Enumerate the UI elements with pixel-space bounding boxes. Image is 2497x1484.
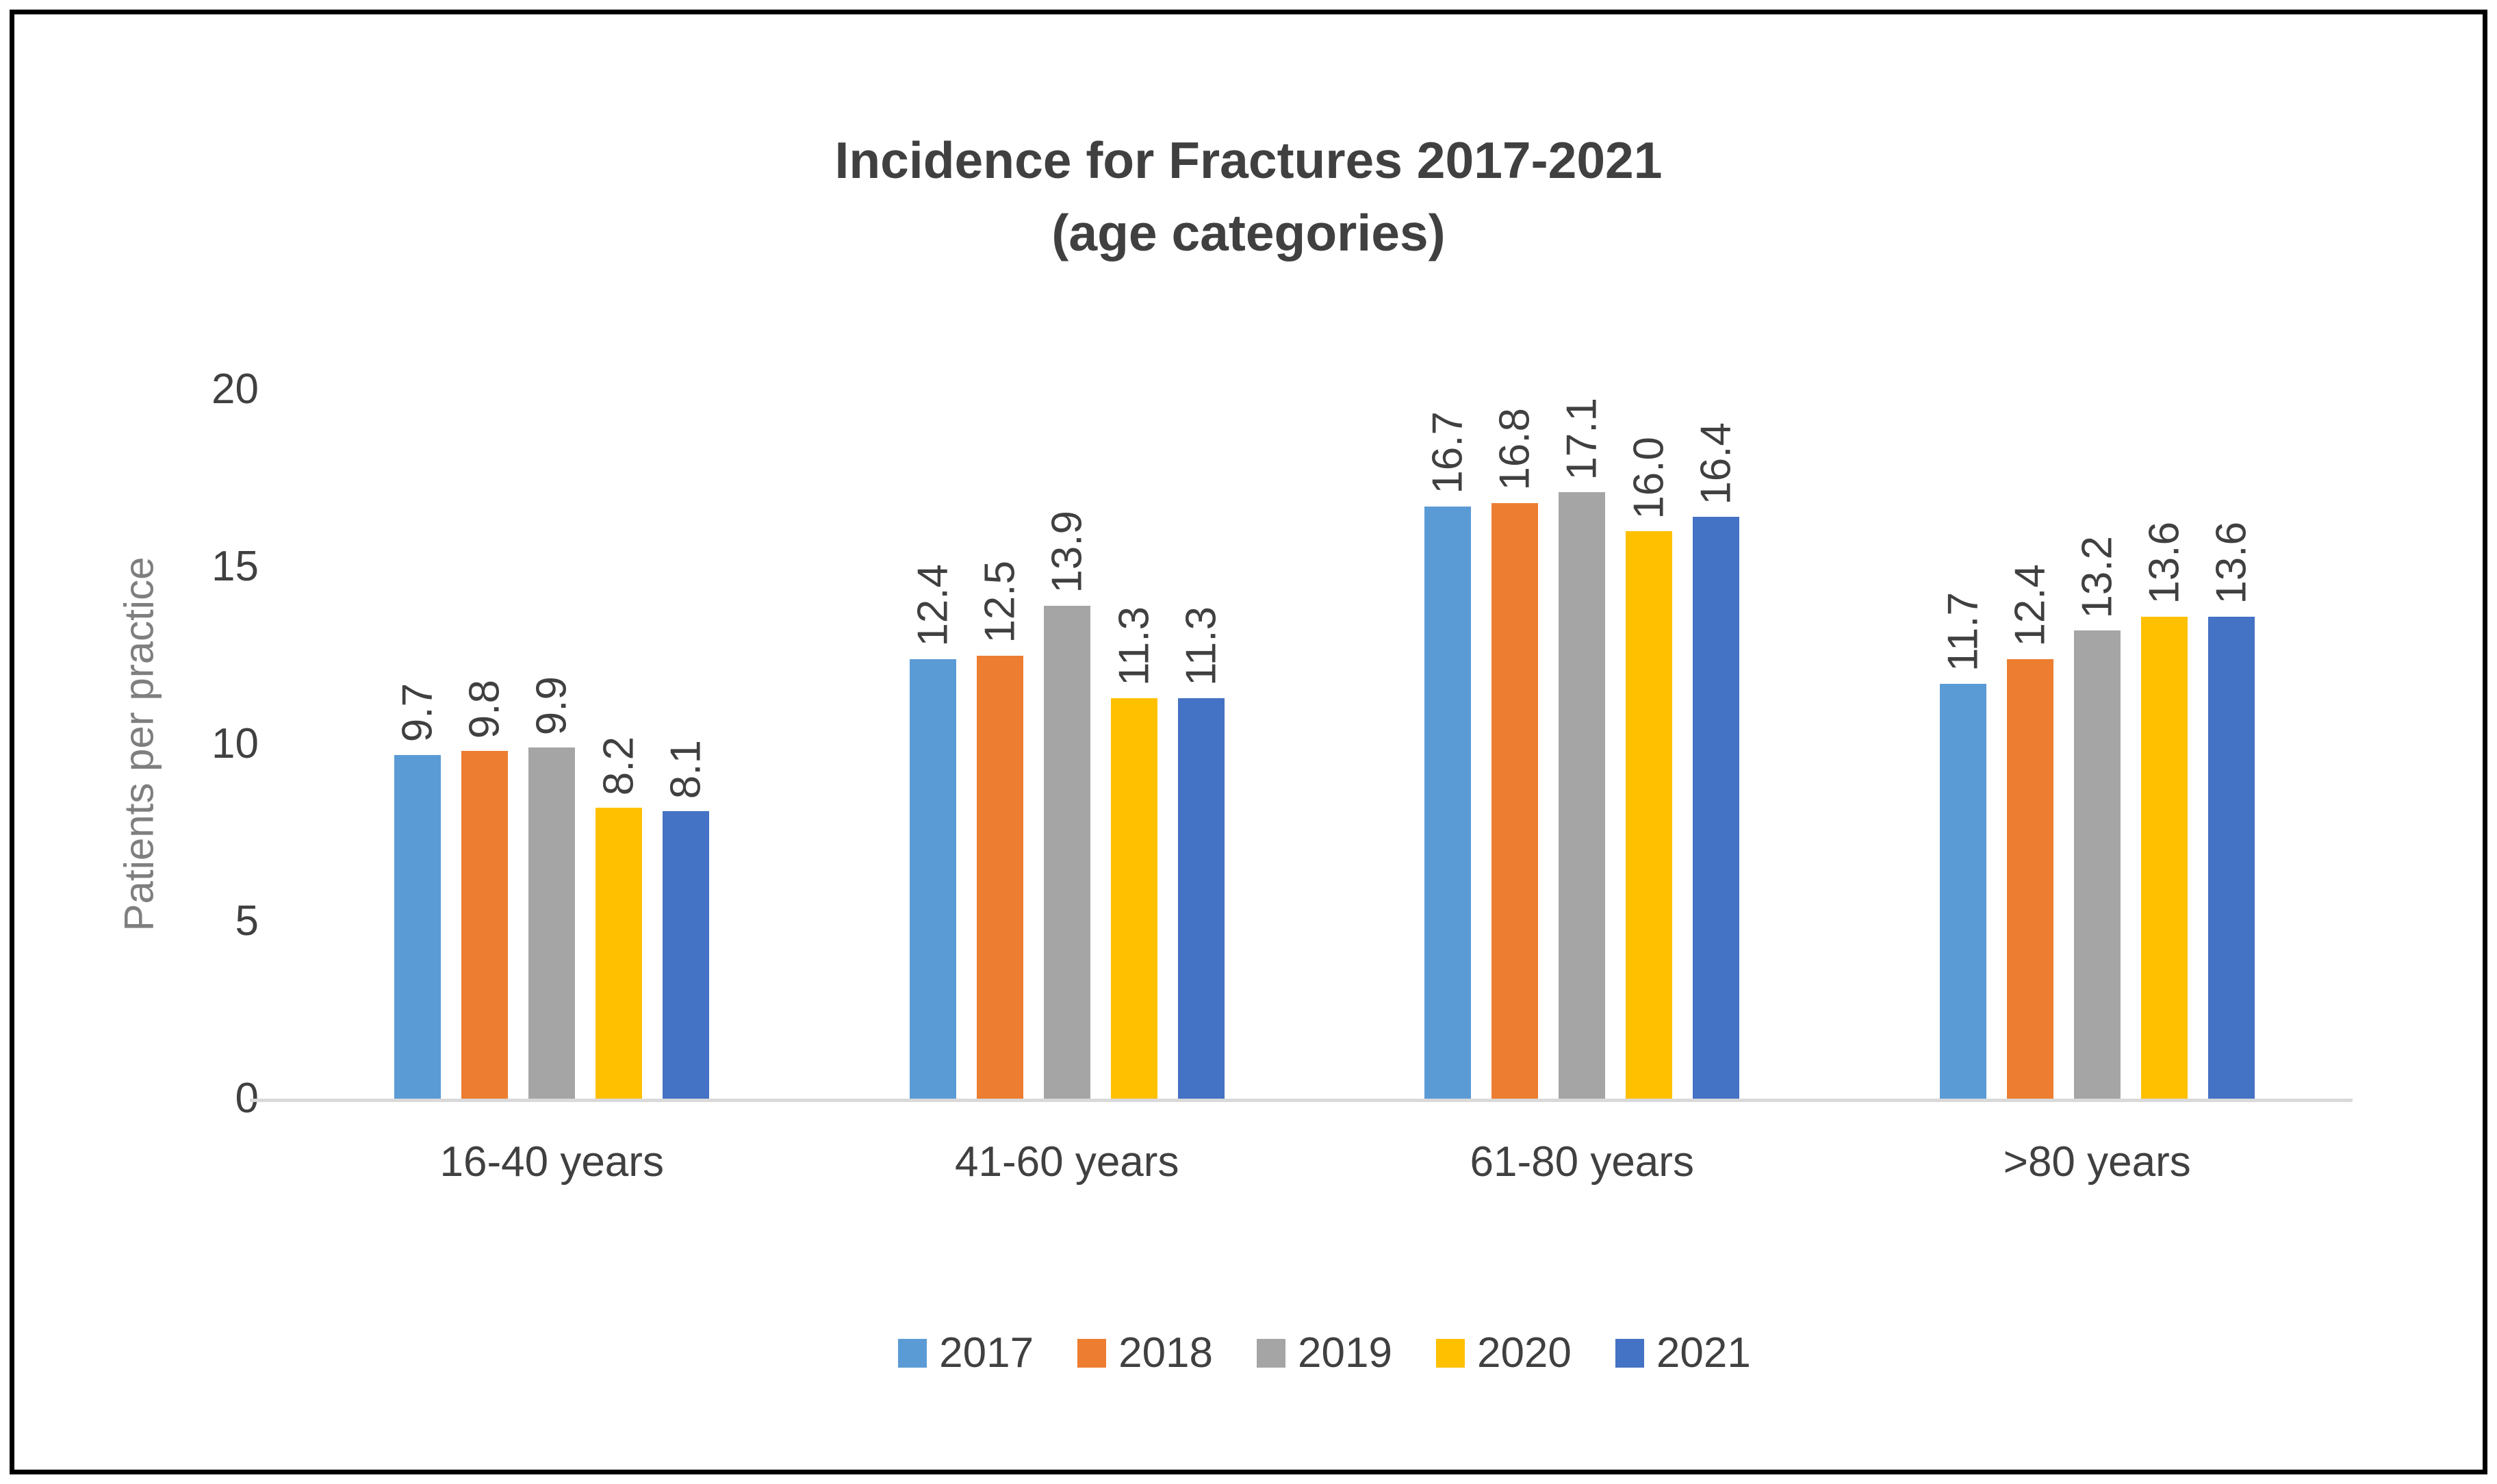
legend-swatch-icon	[1435, 1338, 1465, 1368]
bar-value-label: 11.3	[1110, 606, 1158, 686]
legend-label: 2018	[1118, 1329, 1214, 1377]
y-axis-tick-10: 10	[212, 720, 259, 767]
chart-frame: Incidence for Fractures 2017-2021 (age c…	[10, 10, 2487, 1474]
bar-2018: 12.4	[2006, 564, 2053, 1099]
bar-value-label: 16.4	[1692, 422, 1740, 505]
y-axis-tick-0: 0	[235, 1075, 259, 1122]
bar-group-41-60-years: 12.4 12.5 13.9 11.3 11.3	[810, 389, 1325, 1099]
bar-2020: 11.3	[1110, 606, 1157, 1099]
bar-2019: 13.2	[2073, 536, 2121, 1099]
bar-2018: 16.8	[1491, 408, 1539, 1099]
bar-value-label: 8.2	[595, 737, 643, 796]
bar-2021: 11.3	[1177, 606, 1225, 1099]
bar-2019: 17.1	[1559, 398, 1606, 1099]
bar-2021: 13.6	[2207, 522, 2255, 1099]
bar-value-label: 13.6	[2140, 521, 2188, 604]
bar-value-label: 17.1	[1558, 397, 1606, 481]
bar-group-16-40-years: 9.7 9.8 9.9 8.2 8.1	[294, 389, 810, 1099]
bar-value-label: 12.5	[976, 560, 1024, 643]
bar-value-label: 12.4	[909, 564, 957, 647]
bar-2017: 11.7	[1939, 592, 1986, 1099]
chart-title: Incidence for Fractures 2017-2021 (age c…	[14, 124, 2483, 269]
bar-2017: 16.7	[1424, 411, 1472, 1099]
bar-group--80-years: 11.7 12.4 13.2 13.6 13.6	[1840, 389, 2355, 1099]
plot-area: 9.7 9.8 9.9 8.2 8.1 12.4 12.5 13.9 11.3 11.3 16.7 1…	[294, 389, 2355, 1099]
bar-2021: 16.4	[1693, 422, 1740, 1099]
chart-title-line1: Incidence for Fractures 2017-2021	[834, 131, 1663, 189]
bar-value-label: 11.3	[1177, 606, 1225, 686]
legend-swatch-icon	[1257, 1338, 1286, 1368]
x-axis-label-41-60-years: 41-60 years	[955, 1138, 1179, 1186]
bar-2017: 9.7	[394, 683, 441, 1099]
x-axis-line	[250, 1099, 2353, 1102]
bar-2020: 8.2	[596, 737, 643, 1099]
bar-value-label: 9.9	[528, 676, 576, 736]
bar-value-label: 16.8	[1491, 408, 1539, 491]
legend-item-2021: 2021	[1615, 1329, 1751, 1377]
bar-value-label: 13.2	[2073, 535, 2121, 619]
bar-value-label: 11.7	[1939, 591, 1987, 671]
bar-value-label: 12.4	[2006, 564, 2054, 647]
bar-2018: 12.5	[976, 561, 1023, 1099]
x-axis-label--80-years: >80 years	[2003, 1138, 2191, 1186]
bar-2017: 12.4	[909, 564, 956, 1099]
legend-swatch-icon	[898, 1338, 927, 1368]
bar-2019: 13.9	[1043, 511, 1090, 1099]
bar-2018: 9.8	[461, 680, 509, 1099]
x-axis-label-61-80-years: 61-80 years	[1470, 1138, 1694, 1186]
bar-group-61-80-years: 16.7 16.8 17.1 16.0 16.4	[1324, 389, 1840, 1099]
legend-swatch-icon	[1077, 1338, 1107, 1368]
legend-item-2018: 2018	[1077, 1329, 1213, 1377]
bar-value-label: 13.6	[2207, 521, 2255, 604]
legend-label: 2021	[1656, 1329, 1751, 1377]
bar-value-label: 9.7	[394, 683, 441, 743]
legend-label: 2017	[939, 1329, 1034, 1377]
legend-item-2019: 2019	[1257, 1329, 1392, 1377]
legend-item-2017: 2017	[898, 1329, 1034, 1377]
legend-swatch-icon	[1615, 1338, 1644, 1368]
bar-2020: 13.6	[2140, 522, 2188, 1099]
legend-label: 2020	[1476, 1329, 1572, 1377]
x-axis-label-16-40-years: 16-40 years	[439, 1138, 664, 1186]
bar-value-label: 8.1	[662, 740, 710, 799]
chart-title-line2: (age categories)	[1051, 204, 1446, 261]
legend-item-2020: 2020	[1435, 1329, 1572, 1377]
y-axis-tick-5: 5	[235, 897, 259, 945]
y-axis-tick-15: 15	[212, 543, 259, 590]
y-axis-tick-20: 20	[212, 366, 259, 413]
bar-2019: 9.9	[528, 676, 576, 1099]
bar-2020: 16.0	[1626, 437, 1673, 1099]
bar-value-label: 16.0	[1625, 436, 1673, 520]
legend: 2017 2018 2019 2020 2021	[294, 1329, 2355, 1377]
bar-value-label: 13.9	[1043, 511, 1091, 593]
bar-value-label: 16.7	[1424, 411, 1472, 494]
bar-2021: 8.1	[663, 740, 710, 1099]
legend-label: 2019	[1298, 1329, 1392, 1377]
bar-value-label: 9.8	[461, 680, 509, 739]
